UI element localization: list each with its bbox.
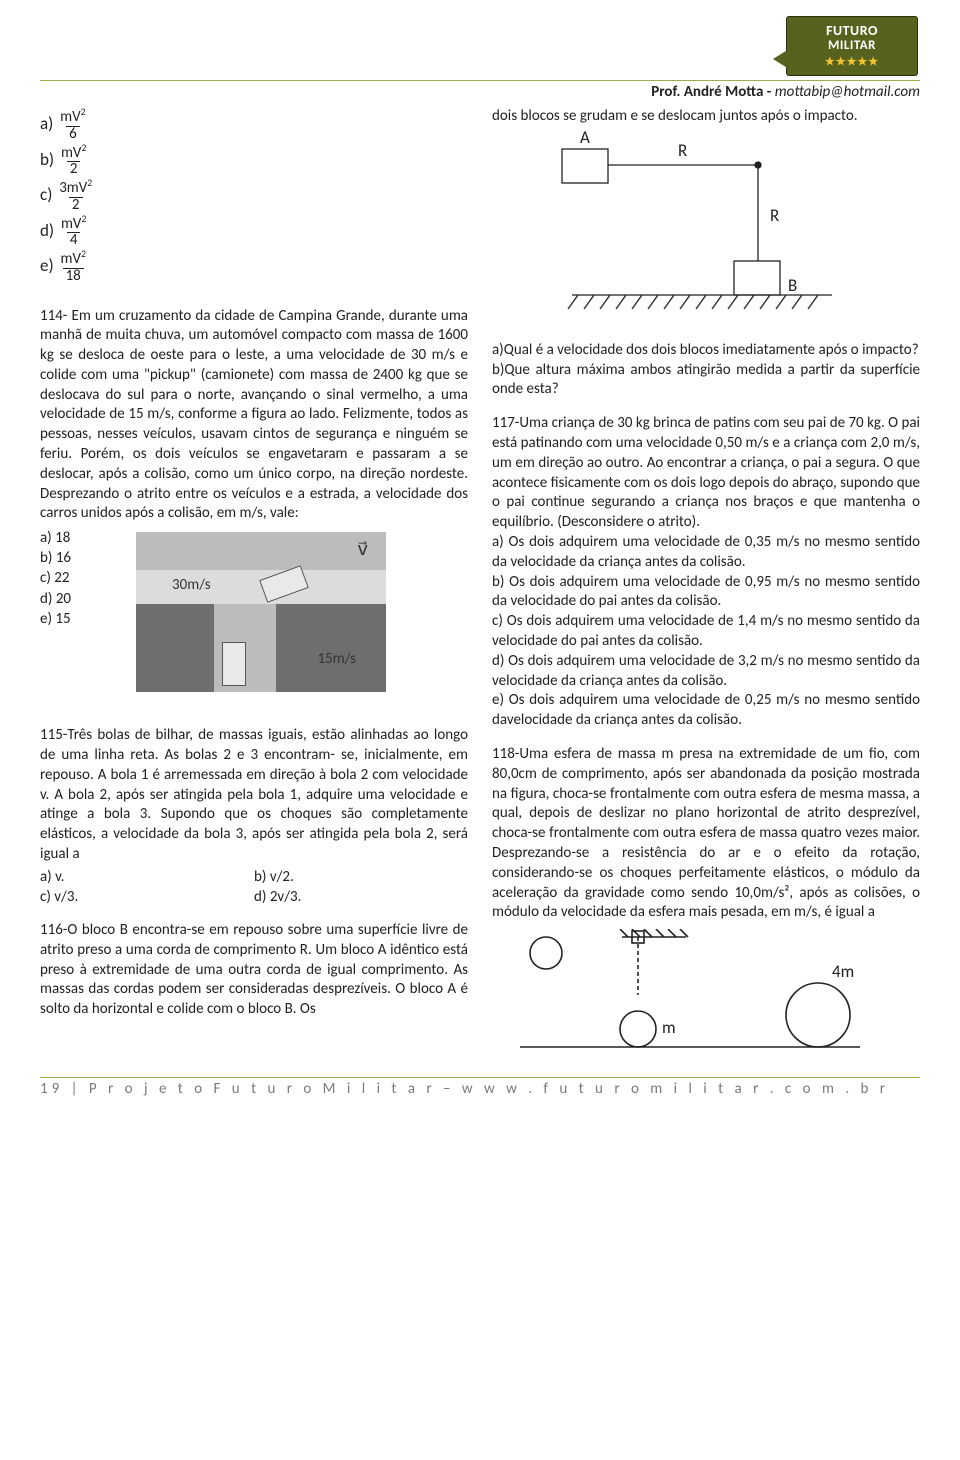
q115-c: c) v/3. [40,887,254,907]
q114-answers-with-fig: a) 18 b) 16 c) 22 d) 20 e) 15 30m/s 15m/… [40,528,468,692]
q114-b: b) 16 [40,548,86,568]
column-right: dois blocos se grudam e se deslocam junt… [492,107,920,1059]
q113-d: d) mV24 [40,214,468,250]
logo-stars: ★★★★★ [825,55,879,68]
q115-text: 115-Três bolas de bilhar, de massas igua… [40,726,468,865]
q114-arrowv: v⃗ [357,538,368,560]
q117-a: a) Os dois adquirem uma velocidade de 0,… [492,533,920,573]
q114-lbl30: 30m/s [172,576,211,594]
header-email: mottabip@hotmail.com [775,83,920,101]
header-prefix: Prof. André Motta - [651,83,774,101]
q117-e: e) Os dois adquirem uma velocidade de 0,… [492,691,920,731]
q114-e: e) 15 [40,609,86,629]
q113-options: a) mV26 b) mV22 c) 3mV22 d) mV24 e) mV21… [40,107,468,285]
q118-figure: m 4m [510,929,870,1059]
q114-text: 114- Em um cruzamento da cidade de Campi… [40,307,468,525]
q114-opts: a) 18 b) 16 c) 22 d) 20 e) 15 [40,528,86,628]
q113-c: c) 3mV22 [40,178,468,214]
q113-e: e) mV218 [40,249,468,285]
footer-page: 19 [40,1080,63,1098]
q115-a: a) v. [40,867,254,887]
q115-d: d) 2v/3. [254,887,468,907]
q117-d: d) Os dois adquirem uma velocidade de 3,… [492,652,920,692]
q116-labelA: A [580,131,590,148]
q117-b: b) Os dois adquirem uma velocidade de 0,… [492,573,920,613]
brand-logo: FUTURO MILITAR ★★★★★ [786,16,918,76]
q116-labelR1: R [678,140,687,161]
q113-a: a) mV26 [40,107,468,143]
q116-text-right: dois blocos se grudam e se deslocam junt… [492,107,920,127]
q117-c: c) Os dois adquirem uma velocidade de 1,… [492,612,920,652]
q114-d: d) 20 [40,589,86,609]
q116-labelB: B [788,275,797,296]
logo-line1: FUTURO [826,24,878,38]
q117-text: 117-Uma criança de 30 kg brinca de patin… [492,414,920,533]
q113-b: b) mV22 [40,143,468,179]
q116-figure: A R R B [532,131,852,321]
footer-text: | P r o j e t o F u t u r o M i l i t a … [63,1080,889,1098]
q116-text-left: 116-O bloco B encontra-se em repouso sob… [40,921,468,1020]
q116-qa: a)Qual é a velocidade dos dois blocos im… [492,341,920,361]
q114-lbl15: 15m/s [317,650,356,668]
q114-c: c) 22 [40,568,86,588]
q116-labelR2: R [770,205,779,226]
logo-line2: MILITAR [828,39,876,52]
column-left: a) mV26 b) mV22 c) 3mV22 d) mV24 e) mV21… [40,107,468,1059]
q115-opts: a) v. b) v/2. c) v/3. d) 2v/3. [40,867,468,907]
header-line: Prof. André Motta - mottabip@hotmail.com [40,80,920,101]
q116-qb: b)Que altura máxima ambos atingirão medi… [492,361,920,401]
q114-a: a) 18 [40,528,86,548]
q114-figure: 30m/s 15m/s v⃗ [136,532,386,692]
q118-text: 118-Uma esfera de massa m presa na extre… [492,745,920,923]
footer: 19 | P r o j e t o F u t u r o M i l i t… [40,1077,920,1098]
q115-b: b) v/2. [254,867,468,887]
q118-label-m: m [662,1017,676,1038]
q118-label-4m: 4m [832,961,854,982]
